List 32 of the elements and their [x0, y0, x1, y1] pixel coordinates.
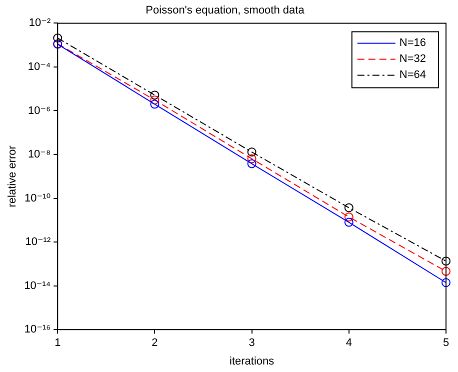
x-axis-title: iterations — [229, 355, 275, 368]
x-tick-label: 4 — [346, 337, 352, 350]
y-tick-label: 10⁻⁶ — [28, 104, 51, 117]
point — [442, 256, 450, 266]
y-tick-label: 10⁻¹⁰ — [24, 192, 52, 204]
y-tick-label: 10⁻¹⁶ — [24, 324, 51, 336]
y-axis-title: relative error — [6, 145, 19, 208]
legend-label: N=32 — [399, 53, 426, 66]
point — [150, 100, 160, 109]
point — [150, 95, 160, 104]
x-tick-label: 2 — [152, 337, 158, 350]
y-tick-label: 10⁻² — [28, 17, 51, 30]
point — [442, 278, 450, 288]
y-tick-label: 10⁻¹⁴ — [24, 280, 51, 292]
point — [150, 90, 160, 100]
legend-label: N=64 — [399, 69, 426, 82]
point — [344, 203, 354, 212]
point — [247, 154, 256, 164]
legend-label: N=16 — [399, 37, 426, 50]
point — [247, 148, 256, 157]
x-tick-label: 1 — [54, 337, 61, 350]
x-tick-label: 5 — [442, 337, 450, 350]
point — [247, 159, 256, 168]
y-tick-label: 10⁻¹² — [25, 236, 51, 248]
y-tick-label: 10⁻⁴ — [28, 61, 51, 74]
point — [344, 212, 354, 222]
chart-title: Poisson's equation, smooth data — [146, 4, 306, 17]
y-tick-label: 10⁻⁸ — [28, 148, 51, 161]
point — [53, 34, 62, 43]
point — [442, 266, 450, 276]
point — [344, 218, 354, 227]
x-tick-label: 3 — [248, 337, 255, 350]
